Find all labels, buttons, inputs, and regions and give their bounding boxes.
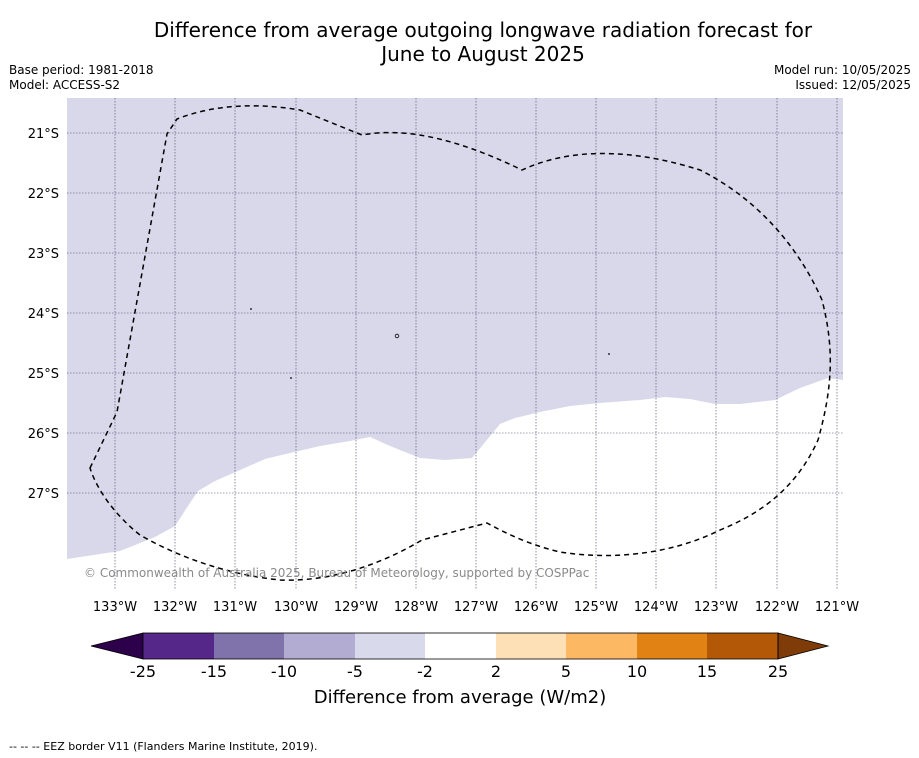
small-island-markers <box>250 308 610 379</box>
colorbar-tick: -5 <box>347 662 363 681</box>
colorbar-tick: 5 <box>561 662 571 681</box>
eez-border <box>89 105 832 581</box>
lon-label: 123°W <box>694 600 738 615</box>
colorbar-label: Difference from average (W/m2) <box>314 687 606 708</box>
colorbar-ticks: -25 -15 -10 -5 -2 2 5 10 15 25 <box>130 662 788 681</box>
colorbar-bin <box>566 633 637 659</box>
colorbar-bin <box>496 633 566 659</box>
colorbar-tick: 15 <box>697 662 717 681</box>
lon-label: 124°W <box>634 600 678 615</box>
lon-label: 125°W <box>574 600 618 615</box>
model-run: Model run: 10/05/2025 <box>773 63 911 77</box>
copyright-text: © Commonwealth of Australia 2025, Bureau… <box>84 566 589 580</box>
title-line-2: June to August 2025 <box>381 42 585 66</box>
lon-label: 131°W <box>213 600 257 615</box>
colorbar-bin <box>284 633 355 659</box>
latitude-labels: 21°S 22°S 23°S 24°S 25°S 26°S 27°S <box>28 127 59 502</box>
anomaly-region-minus5-to-minus2 <box>67 98 843 559</box>
lat-label: 23°S <box>28 247 59 262</box>
lat-label: 25°S <box>28 367 59 382</box>
colorbar-outline <box>142 632 779 660</box>
lon-label: 121°W <box>815 600 859 615</box>
longitude-labels: 133°W 132°W 131°W 130°W 129°W 128°W 127°… <box>93 600 859 615</box>
lon-label: 130°W <box>274 600 318 615</box>
latitude-gridlines <box>67 132 843 494</box>
colorbar-tick: -10 <box>271 662 297 681</box>
lon-label: 129°W <box>334 600 378 615</box>
lat-label: 24°S <box>28 307 59 322</box>
colorbar: -25 -15 -10 -5 -2 2 5 10 15 25 Differenc… <box>90 632 830 708</box>
colorbar-tick: 10 <box>627 662 647 681</box>
model-name: Model: ACCESS-S2 <box>9 78 121 92</box>
colorbar-overflow-arrow <box>777 632 830 660</box>
lon-label: 126°W <box>514 600 558 615</box>
colorbar-bin <box>214 633 284 659</box>
colorbar-tick: -25 <box>130 662 156 681</box>
base-period: Base period: 1981-2018 <box>9 63 154 77</box>
longitude-gridlines <box>114 98 838 590</box>
title-line-1: Difference from average outgoing longwav… <box>153 18 813 42</box>
map-panel: © Commonwealth of Australia 2025, Bureau… <box>67 98 843 590</box>
eez-footer-note: -- -- -- EEZ border V11 (Flanders Marine… <box>9 740 318 753</box>
meta-left: Base period: 1981-2018 Model: ACCESS-S2 <box>9 63 154 93</box>
lat-label: 27°S <box>28 487 59 502</box>
colorbar-tick: 25 <box>768 662 788 681</box>
lon-label: 132°W <box>153 600 197 615</box>
lon-label: 133°W <box>93 600 137 615</box>
colorbar-tick: -2 <box>417 662 433 681</box>
lat-label: 26°S <box>28 427 59 442</box>
meta-right: Model run: 10/05/2025 Issued: 12/05/2025 <box>774 63 911 93</box>
colorbar-underflow-arrow <box>90 632 144 660</box>
lon-label: 128°W <box>394 600 438 615</box>
colorbar-tick: 2 <box>491 662 501 681</box>
lat-label: 21°S <box>28 127 59 142</box>
colorbar-bin <box>707 633 778 659</box>
colorbar-bin <box>637 633 707 659</box>
map-title: Difference from average outgoing longwav… <box>0 18 919 66</box>
lon-label: 127°W <box>454 600 498 615</box>
lat-label: 22°S <box>28 187 59 202</box>
lon-label: 122°W <box>755 600 799 615</box>
issued-date: Issued: 12/05/2025 <box>795 78 911 92</box>
colorbar-bin <box>143 633 214 659</box>
colorbar-bin <box>425 633 496 659</box>
colorbar-bin <box>355 633 425 659</box>
colorbar-tick: -15 <box>201 662 227 681</box>
